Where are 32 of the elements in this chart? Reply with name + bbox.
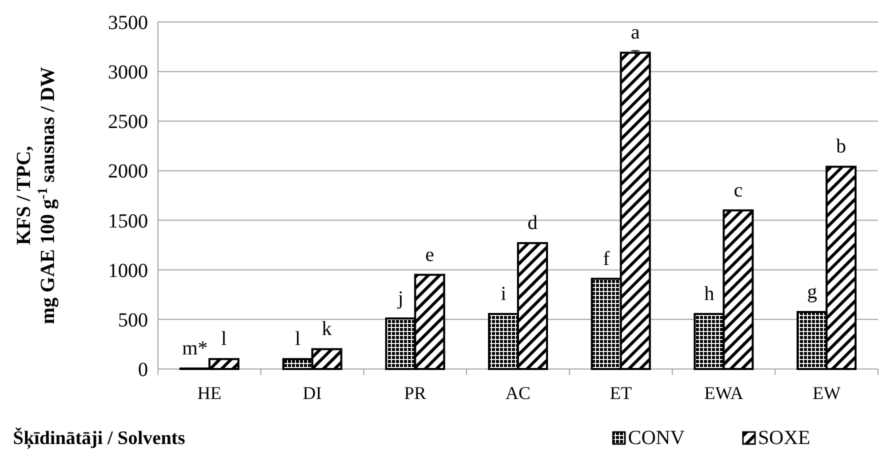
y-tick-label: 2000	[108, 160, 148, 183]
annotation: l	[221, 328, 228, 350]
legend-label: SOXE	[758, 427, 810, 449]
annotation: k	[322, 318, 332, 340]
y-tick-label: 0	[138, 359, 148, 381]
x-tick-label: HE	[197, 383, 222, 403]
x-axis-title: Šķīdinātāji / Solvents	[13, 427, 186, 449]
annotation: h	[704, 282, 714, 305]
y-tick-label: 1000	[108, 260, 148, 282]
annotation: b	[836, 136, 846, 158]
annotation: l	[295, 328, 302, 350]
annotation: c	[734, 179, 743, 202]
y-tick-label: 2500	[108, 111, 148, 134]
annotation: g	[807, 280, 818, 303]
annotation: m*	[182, 338, 208, 360]
y-tick-label: 3000	[108, 62, 148, 84]
annotation: i	[500, 282, 507, 305]
annotation: f	[603, 248, 610, 270]
annotation: d	[528, 212, 538, 234]
x-tick-label: DI	[302, 383, 322, 403]
y-tick-label: 3500	[108, 12, 148, 34]
annotation: j	[396, 287, 404, 310]
x-tick-label: EWA	[704, 383, 744, 403]
y-tick-label: 500	[118, 309, 148, 332]
legend-label: CONV	[628, 427, 686, 449]
x-tick-label: PR	[404, 383, 426, 403]
x-tick-label: ET	[610, 383, 632, 403]
y-tick-label: 1500	[108, 210, 148, 232]
annotation: a	[630, 22, 640, 44]
x-tick-label: AC	[505, 383, 531, 403]
x-tick-label: EW	[812, 383, 841, 403]
annotation: e	[425, 244, 434, 266]
